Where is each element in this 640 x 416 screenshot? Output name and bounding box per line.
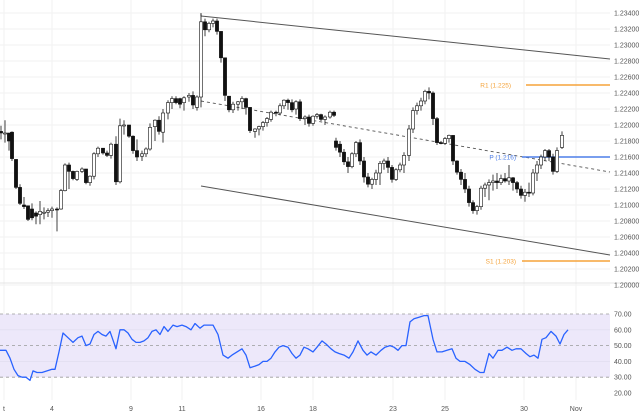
price-tick-label: 1.22600 <box>614 75 639 82</box>
time-tick-label: 11 <box>178 406 185 413</box>
rsi-line <box>0 314 569 382</box>
time-tick-label: 16 <box>257 406 265 413</box>
rsi-tick-label: 40.00 <box>614 359 632 366</box>
pivot-levels <box>522 84 610 262</box>
rsi-axis[interactable]: 70.00 60.00 50.00 40.00 30.00 20.00 <box>614 312 632 398</box>
price-tick-label: 1.22000 <box>614 123 639 130</box>
candlesticks <box>0 13 564 232</box>
time-tick-label: 25 <box>441 406 449 413</box>
price-tick-label: 1.20200 <box>614 267 639 274</box>
r1-label: R1 (1.225) <box>480 83 511 90</box>
price-tick-label: 1.20600 <box>614 235 639 242</box>
price-tick-label: 1.22400 <box>614 91 639 98</box>
rsi-tick-label: 30.00 <box>614 375 632 382</box>
time-tick-label: 4 <box>50 406 54 413</box>
rsi-band <box>0 313 610 378</box>
rsi-tick-label: 50.00 <box>614 343 632 350</box>
time-tick-label: Nov <box>570 406 583 413</box>
price-axis[interactable]: 1.23400 1.23200 1.23000 1.22800 1.22600 1.224… <box>614 11 639 290</box>
rsi-tick-label: 70.00 <box>614 312 632 319</box>
price-tick-label: 1.21000 <box>614 203 639 210</box>
price-tick-label: 1.21600 <box>614 155 639 162</box>
time-tick-label: 23 <box>389 406 397 413</box>
price-tick-label: 1.22200 <box>614 107 639 114</box>
time-tick-label: 30 <box>520 406 528 413</box>
rsi-tick-label: 60.00 <box>614 327 632 334</box>
price-tick-label: 1.21800 <box>614 139 639 146</box>
pivot-label: P (1.216) <box>489 155 516 162</box>
price-tick-label: 1.23000 <box>614 43 639 50</box>
rsi-tick-label: 20.00 <box>614 391 632 398</box>
price-tick-label: 1.22800 <box>614 59 639 66</box>
time-tick-label: 18 <box>309 406 317 413</box>
price-tick-label: 1.20800 <box>614 219 639 226</box>
time-tick-label: t <box>3 406 5 413</box>
s1-label: S1 (1.203) <box>486 259 516 266</box>
price-tick-label: 1.21200 <box>614 187 639 194</box>
price-tick-label: 1.23400 <box>614 11 639 18</box>
trend-channel <box>200 14 611 256</box>
price-tick-label: 1.20400 <box>614 251 639 258</box>
time-tick-label: 9 <box>129 406 133 413</box>
time-axis[interactable]: t 4 9 11 16 18 23 25 30 Nov <box>3 406 583 413</box>
price-tick-label: 1.23200 <box>614 27 639 34</box>
price-tick-label: 1.20000 <box>614 283 639 290</box>
price-tick-label: 1.21400 <box>614 171 639 178</box>
